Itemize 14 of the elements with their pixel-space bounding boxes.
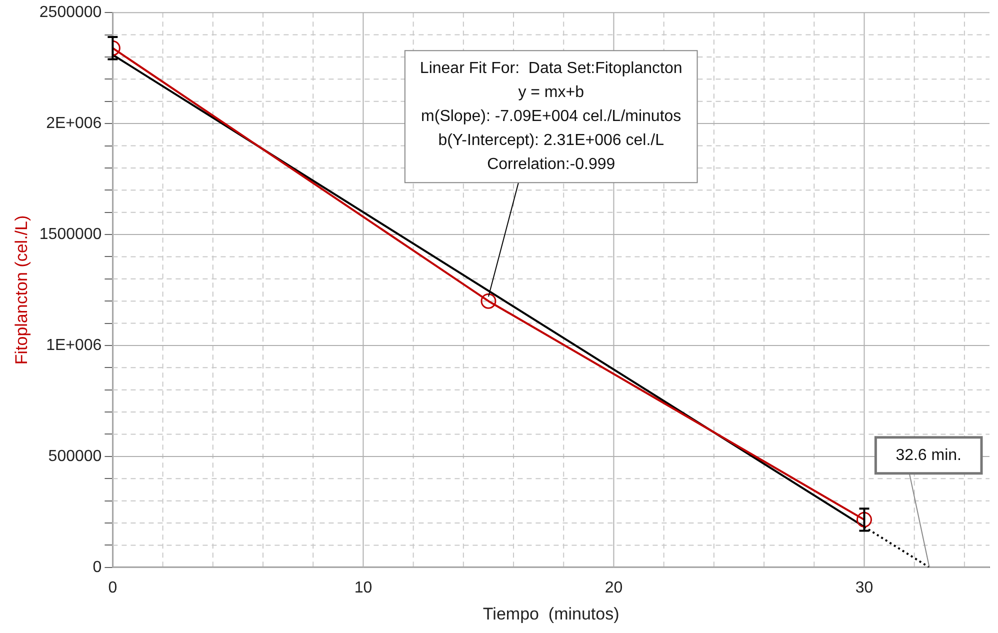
- annotation: 32.6 min.: [896, 446, 962, 464]
- y-tick-label: 2E+006: [46, 114, 102, 132]
- x-tick-label: 30: [855, 579, 874, 596]
- annotation: Linear Fit For: Data Set:Fitoplancton y = mx+b m(Slope): -7.09E+004 cel./L/minutos b(Y-Intercept): 2.31E+006 cel./L Correlation:-0.999: [420, 60, 682, 174]
- y-axis-title: Fitoplancton (cel./L): [12, 215, 31, 365]
- x-tick-label: 20: [604, 579, 623, 596]
- y-tick-label: 2500000: [39, 4, 102, 22]
- y-tick-label: 1500000: [39, 226, 102, 243]
- x-tick-label: 10: [354, 579, 372, 596]
- y-tick-label: 0: [92, 558, 102, 576]
- x-axis-title: Tiempo (minutos): [482, 604, 620, 624]
- x-tick-label: 0: [108, 579, 118, 596]
- y-tick-label: 500000: [48, 448, 102, 465]
- y-tick-label: 1E+006: [46, 336, 102, 354]
